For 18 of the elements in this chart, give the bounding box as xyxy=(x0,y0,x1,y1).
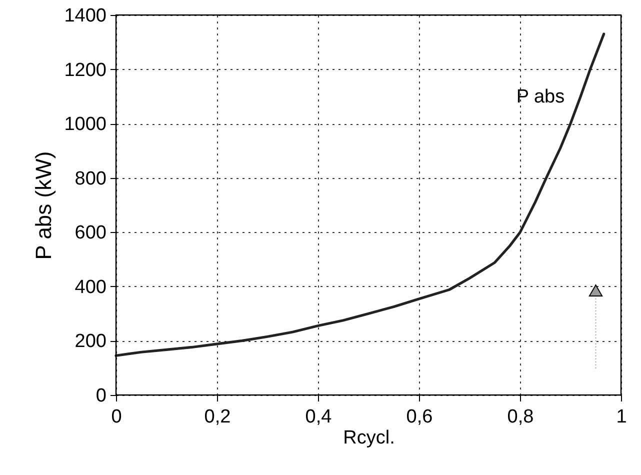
x-tick-label: 0,2 xyxy=(204,406,231,428)
series-label: P abs xyxy=(516,86,565,108)
x-tick-label: 0,8 xyxy=(507,406,534,428)
x-tick-label: 0,6 xyxy=(406,406,433,428)
y-tick-label: 400 xyxy=(74,276,106,298)
y-tick-label: 600 xyxy=(74,222,106,244)
x-tick-label: 0,4 xyxy=(305,406,332,428)
x-tick-label: 1 xyxy=(616,406,627,428)
y-axis-title: P abs (kW) xyxy=(31,151,56,260)
y-tick-label: 800 xyxy=(74,168,106,190)
y-tick-label: 0 xyxy=(96,386,106,406)
line-series xyxy=(114,32,606,357)
y-tick-label: 1200 xyxy=(64,60,106,81)
y-tick-label: 1400 xyxy=(64,6,106,26)
x-axis-title: Rcycl. xyxy=(343,428,395,448)
y-tick-label: 1000 xyxy=(64,114,106,136)
y-tick-label: 200 xyxy=(74,331,106,352)
x-tick-label: 0 xyxy=(111,406,122,428)
